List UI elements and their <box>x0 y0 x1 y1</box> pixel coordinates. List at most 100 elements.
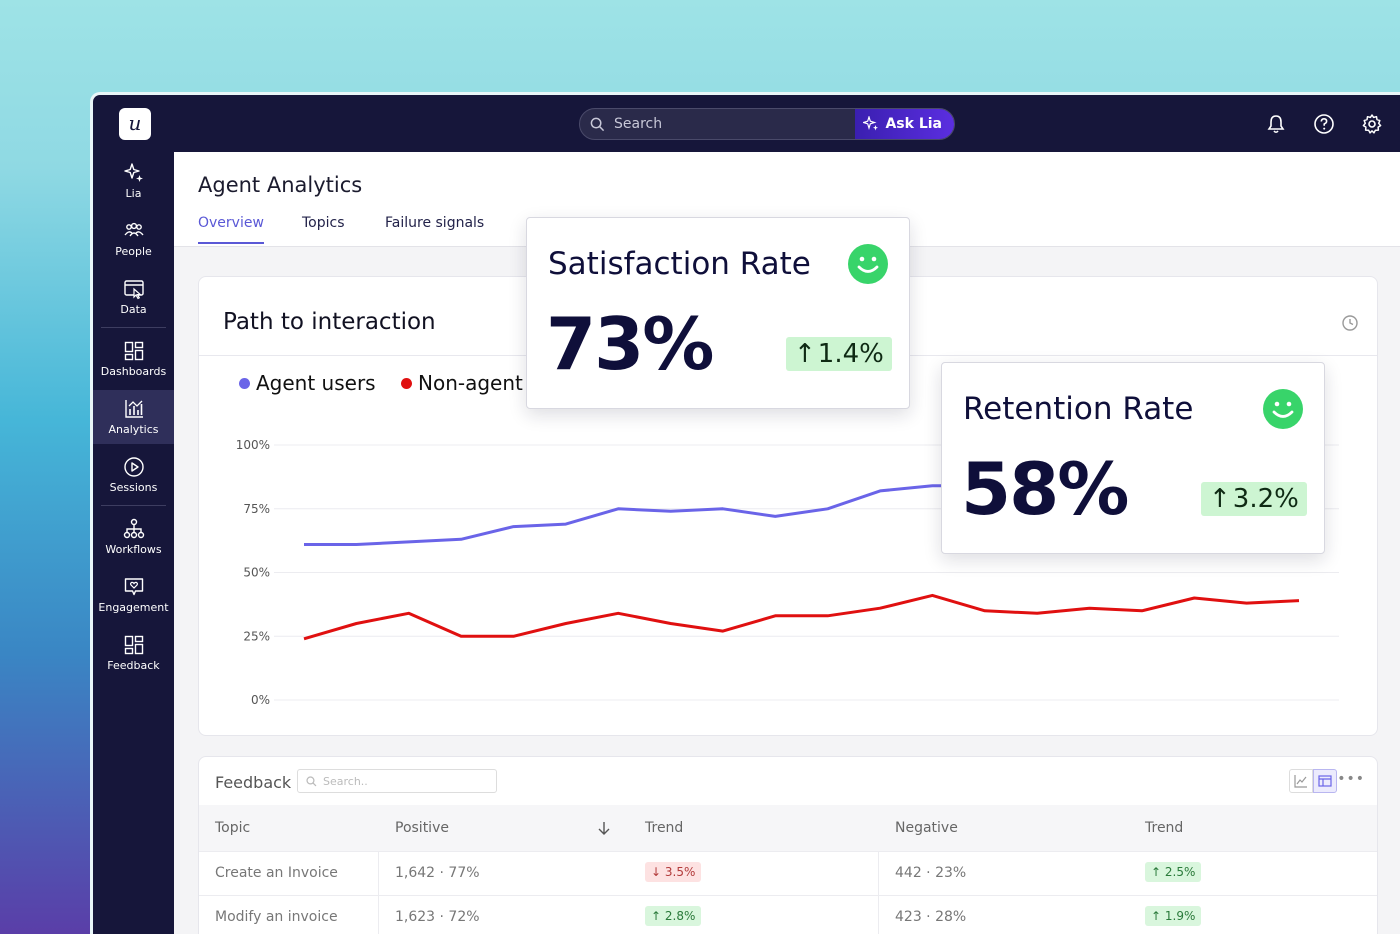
sort-down-icon[interactable] <box>597 821 611 835</box>
column-header-negative[interactable]: Negative <box>895 820 958 836</box>
sidebar-item-workflows[interactable]: Workflows <box>93 510 174 564</box>
trend-badge: ↑ 1.9% <box>1145 906 1202 926</box>
sidebar-item-lia[interactable]: Lia <box>93 154 174 208</box>
sidebar-item-label: Workflows <box>105 543 162 556</box>
trend-badge: ↑ 2.5% <box>1145 862 1202 882</box>
column-divider <box>378 896 379 934</box>
sidebar: Lia People Data Dashboards Analytics Ses… <box>93 152 174 934</box>
cell-negative: 423 · 28% <box>895 909 967 925</box>
feedback-search-input[interactable]: Search.. <box>297 769 497 793</box>
people-icon <box>123 222 144 237</box>
retention-rate-card: Retention Rate 58% ↑ 3.2% <box>941 362 1325 554</box>
workflow-icon <box>123 518 144 539</box>
sidebar-divider <box>101 327 166 328</box>
sparkle-icon <box>123 163 143 182</box>
sidebar-item-sessions[interactable]: Sessions <box>93 448 174 502</box>
tab-overview[interactable]: Overview <box>198 215 264 244</box>
sidebar-item-label: Engagement <box>98 601 169 614</box>
sidebar-item-engagement[interactable]: Engagement <box>93 568 174 622</box>
more-options-icon[interactable]: ••• <box>1337 771 1365 787</box>
trend-value: 3.5% <box>664 865 696 879</box>
trend-value: 2.5% <box>1164 865 1196 879</box>
sidebar-item-feedback[interactable]: Feedback <box>93 626 174 680</box>
legend-agent-users[interactable]: Agent users <box>239 371 376 395</box>
column-divider <box>378 852 379 895</box>
satisfaction-rate-card: Satisfaction Rate 73% ↑ 1.4% <box>526 217 910 409</box>
bell-icon[interactable] <box>1265 113 1287 135</box>
trend-value: 1.9% <box>1164 909 1196 923</box>
search-icon <box>306 775 317 786</box>
smiley-icon <box>848 244 888 284</box>
cell-positive: 1,623 · 72% <box>395 909 480 925</box>
sidebar-item-label: People <box>115 245 152 258</box>
kpi-value: 73% <box>546 302 714 386</box>
feedback-icon <box>124 635 143 655</box>
card-title: Path to interaction <box>223 309 436 335</box>
table-row[interactable]: Modify an invoice 1,623 · 72% ↑ 2.8% 423… <box>199 895 1377 934</box>
table-view-toggle[interactable] <box>1313 769 1337 793</box>
column-divider <box>878 852 879 895</box>
y-tick-label: 25% <box>243 629 270 643</box>
sidebar-item-dashboards[interactable]: Dashboards <box>93 332 174 386</box>
column-header-trend[interactable]: Trend <box>645 820 684 836</box>
y-tick-label: 50% <box>243 566 270 580</box>
sidebar-item-people[interactable]: People <box>93 212 174 266</box>
help-icon[interactable] <box>1313 113 1335 135</box>
sidebar-item-analytics[interactable]: Analytics <box>93 390 174 444</box>
cell-topic: Modify an invoice <box>215 909 338 925</box>
table-row[interactable]: Create an Invoice 1,642 · 77% ↓ 3.5% 442… <box>199 851 1377 895</box>
trend-value: 2.8% <box>664 909 696 923</box>
column-divider <box>878 896 879 934</box>
kpi-title: Satisfaction Rate <box>548 246 811 282</box>
legend-non-agent[interactable]: Non-agent <box>401 371 523 395</box>
kpi-delta-value: 1.4% <box>817 339 884 369</box>
line-view-toggle[interactable] <box>1289 769 1313 793</box>
legend-dot <box>401 377 412 389</box>
sidebar-item-data[interactable]: Data <box>93 270 174 324</box>
analytics-icon <box>124 400 143 418</box>
app-logo[interactable]: u <box>119 108 151 140</box>
column-header-trend[interactable]: Trend <box>1145 820 1184 836</box>
search-input[interactable]: Search <box>614 116 663 132</box>
smiley-icon <box>1263 389 1303 429</box>
column-header-topic[interactable]: Topic <box>215 820 251 836</box>
table-header: Topic Positive Trend Negative Trend <box>199 805 1377 851</box>
sidebar-item-label: Lia <box>125 187 142 200</box>
kpi-title: Retention Rate <box>963 391 1194 427</box>
cell-negative: 442 · 23% <box>895 865 967 881</box>
column-header-positive[interactable]: Positive <box>395 820 449 836</box>
legend-label: Non-agent <box>418 371 523 395</box>
legend-label: Agent users <box>256 371 376 395</box>
settings-gear-icon[interactable] <box>1361 113 1383 135</box>
chat-heart-icon <box>124 578 143 596</box>
top-bar: u Search Ask Lia <box>93 95 1400 152</box>
kpi-delta-value: 3.2% <box>1232 484 1299 514</box>
sidebar-item-label: Feedback <box>107 659 160 672</box>
search-bar[interactable]: Search Ask Lia <box>579 108 955 140</box>
tab-failure-signals[interactable]: Failure signals <box>385 215 485 231</box>
y-tick-label: 75% <box>243 502 270 516</box>
ask-lia-button[interactable]: Ask Lia <box>855 109 954 139</box>
sidebar-divider <box>101 505 166 506</box>
feedback-title: Feedback <box>215 773 292 792</box>
sparkle-icon <box>863 116 879 131</box>
sidebar-item-label: Sessions <box>109 481 158 494</box>
ask-lia-label: Ask Lia <box>885 116 942 132</box>
cell-positive: 1,642 · 77% <box>395 865 480 881</box>
sidebar-item-label: Data <box>120 303 147 316</box>
play-icon <box>123 457 144 477</box>
feedback-card: Feedback Search.. ••• Topic Positive Tre… <box>198 756 1378 934</box>
table-icon <box>1318 775 1332 787</box>
app-window: u Search Ask Lia Lia People Data <box>90 92 1400 934</box>
series-line-non-agent[interactable] <box>303 593 1300 641</box>
sidebar-item-label: Analytics <box>108 423 159 436</box>
line-chart: 100% 75% 50% 25% 0% <box>236 438 1339 707</box>
history-clock-icon[interactable] <box>1341 314 1359 332</box>
tab-topics[interactable]: Topics <box>302 215 345 231</box>
kpi-delta-badge: ↑ 3.2% <box>1201 482 1307 516</box>
kpi-value: 58% <box>961 447 1129 531</box>
trend-badge: ↑ 2.8% <box>645 906 702 926</box>
dashboards-icon <box>124 341 143 361</box>
data-icon <box>123 280 144 300</box>
legend-dot <box>239 377 250 389</box>
